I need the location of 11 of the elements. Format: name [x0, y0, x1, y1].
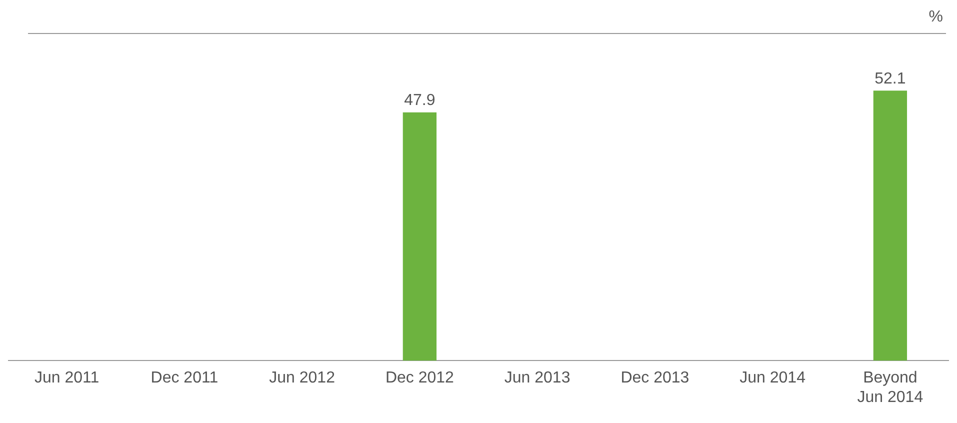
x-tick-label: Dec 2013 [620, 370, 690, 387]
data-label: 52.1 [874, 70, 906, 88]
x-tick-label: Dec 2012 [385, 370, 454, 387]
x-tick-label: Jun 2012 [269, 370, 336, 387]
x-tick-label: Beyond Jun 2014 [857, 370, 924, 406]
x-tick-label: Jun 2013 [504, 370, 570, 387]
x-tick-label: Jun 2011 [34, 370, 100, 387]
x-tick-label: Dec 2011 [150, 370, 218, 387]
data-label: 47.9 [404, 92, 436, 110]
x-tick-label: Jun 2014 [740, 370, 806, 387]
y-axis-title: % [928, 8, 943, 26]
